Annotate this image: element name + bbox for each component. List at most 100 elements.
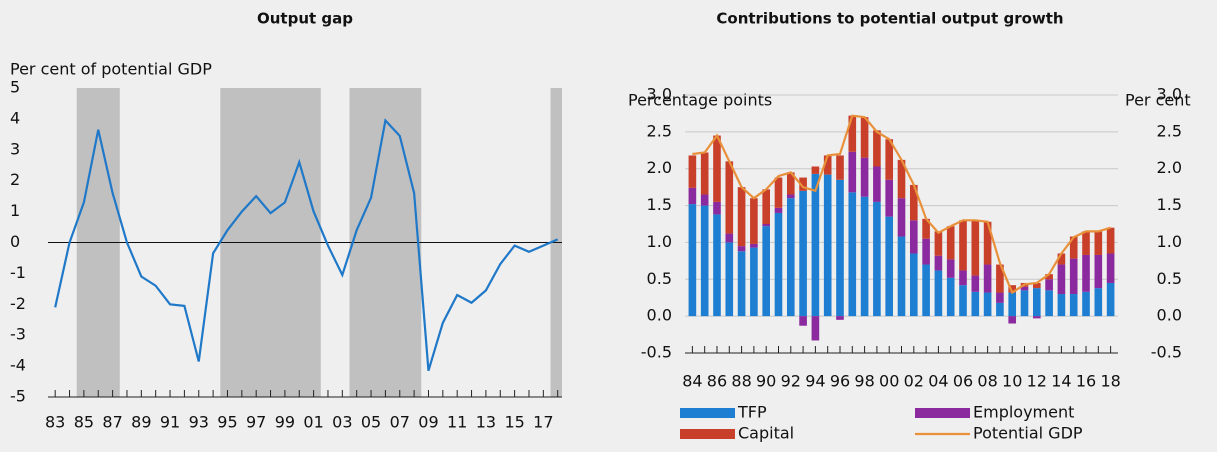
bar-segment xyxy=(897,159,906,199)
y-tick-label: 3 xyxy=(10,139,20,158)
bar-segment xyxy=(1032,282,1041,289)
bar-segment xyxy=(983,292,992,317)
bar-segment xyxy=(799,177,807,191)
x-tick-label: 93 xyxy=(189,413,209,432)
bar-segment xyxy=(897,236,906,317)
bar-segment xyxy=(774,207,783,213)
bar-segment xyxy=(1045,274,1053,280)
bar-segment xyxy=(725,161,734,234)
bar-segment xyxy=(1057,253,1066,265)
legend-label: Capital xyxy=(738,424,794,443)
x-tick-label: 14 xyxy=(1051,372,1071,391)
x-tick-label: 89 xyxy=(131,413,151,432)
y2-tick-label: 0.0 xyxy=(1157,306,1182,325)
bar-segment xyxy=(959,270,967,286)
bar-segment xyxy=(786,172,795,195)
bar-segment xyxy=(873,201,881,317)
y2-tick-label: 3.0 xyxy=(1157,85,1182,104)
bar-segment xyxy=(971,220,980,276)
legend-label: TFP xyxy=(737,403,767,422)
bar-segment xyxy=(1008,292,1017,317)
y-tick-label: 5 xyxy=(10,78,20,97)
bar-segment xyxy=(1020,286,1029,291)
bar-segment xyxy=(688,187,697,205)
data-line xyxy=(692,114,1111,295)
x-tick-label: 03 xyxy=(332,413,352,432)
chart-title: Contributions to potential output growth xyxy=(716,10,1063,28)
bar-segment xyxy=(1094,288,1103,317)
bar-segment xyxy=(860,157,869,197)
bar-segment xyxy=(897,198,906,237)
bar-segment xyxy=(934,255,943,271)
x-tick-label: 88 xyxy=(731,372,751,391)
bar-segment xyxy=(996,302,1004,317)
bar-segment xyxy=(996,264,1004,293)
x-tick-label: 17 xyxy=(533,413,553,432)
bar-segment xyxy=(885,179,894,217)
x-tick-label: 84 xyxy=(682,372,702,391)
bar-segment xyxy=(1020,290,1029,317)
x-tick-label: 11 xyxy=(447,413,467,432)
y-tick-label: 0 xyxy=(10,232,20,251)
x-tick-label: 15 xyxy=(504,413,524,432)
x-tick-label: 09 xyxy=(418,413,438,432)
bar-segment xyxy=(688,155,697,188)
bar-segment xyxy=(922,218,930,239)
bar-segment xyxy=(909,220,918,254)
y-tick-label: -5 xyxy=(10,387,26,406)
bar-segment xyxy=(700,194,709,206)
x-tick-label: 94 xyxy=(805,372,825,391)
bar-segment xyxy=(762,189,771,224)
bar-segment xyxy=(750,247,758,317)
bar-segment xyxy=(786,194,795,199)
bar-segment xyxy=(1082,231,1090,255)
legend-swatch xyxy=(680,429,735,439)
x-tick-label: 05 xyxy=(361,413,381,432)
bar-segment xyxy=(737,246,746,252)
bar-segment xyxy=(774,212,783,317)
x-tick-label: 98 xyxy=(854,372,874,391)
bar-segment xyxy=(1045,279,1053,291)
bar-segment xyxy=(737,187,746,247)
y-tick-label: 2 xyxy=(10,170,20,189)
bar-segment xyxy=(1106,282,1115,317)
bar-segment xyxy=(700,152,709,195)
bar-segment xyxy=(725,242,734,317)
bar-segment xyxy=(1082,291,1090,317)
bar-segment xyxy=(1094,231,1103,255)
bar-segment xyxy=(959,285,967,317)
x-tick-label: 12 xyxy=(1027,372,1047,391)
y-axis-label: Per cent of potential GDP xyxy=(10,60,212,79)
x-tick-label: 10 xyxy=(1002,372,1022,391)
bar-segment xyxy=(1106,227,1115,254)
y-tick-label: 1.5 xyxy=(647,195,672,214)
y2-axis-label: Per cent xyxy=(1125,91,1191,110)
bar-segment xyxy=(971,275,980,292)
y-tick-label: 3.0 xyxy=(647,85,672,104)
bar-segment xyxy=(811,166,820,174)
y-tick-label: -4 xyxy=(10,356,26,375)
bar-segment xyxy=(946,259,955,278)
bar-segment xyxy=(836,179,844,317)
bar-segment xyxy=(909,253,918,317)
bar-segment xyxy=(700,205,709,317)
legend-label: Employment xyxy=(973,403,1074,422)
data-line xyxy=(54,118,559,372)
x-tick-label: 01 xyxy=(303,413,323,432)
bar-segment xyxy=(922,264,930,317)
x-tick-label: 87 xyxy=(102,413,122,432)
bar-segment xyxy=(946,226,955,260)
bar-segment xyxy=(860,117,869,158)
y-tick-label: -3 xyxy=(10,325,26,344)
bar-segment xyxy=(811,173,820,317)
y2-tick-label: 2.5 xyxy=(1157,121,1182,140)
bar-segment xyxy=(885,216,894,317)
y-tick-label: 1 xyxy=(10,201,20,220)
bar-segment xyxy=(860,196,869,317)
x-tick-label: 07 xyxy=(390,413,410,432)
x-tick-label: 95 xyxy=(217,413,237,432)
bar-segment xyxy=(934,270,943,317)
bar-segment xyxy=(1106,253,1115,283)
